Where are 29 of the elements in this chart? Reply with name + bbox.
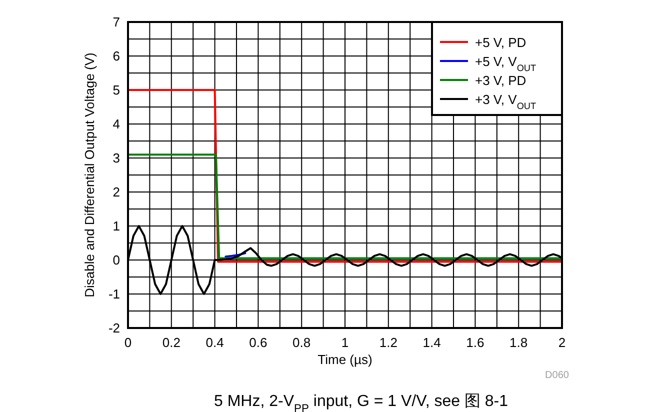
y-tick-label: 4 (112, 116, 120, 132)
y-tick-label: 7 (112, 14, 120, 30)
y-tick-label: 6 (112, 48, 120, 64)
x-tick-label: 1.2 (379, 335, 398, 350)
x-tick-label: 2 (558, 335, 566, 350)
y-tick-label: -2 (108, 320, 120, 336)
x-tick-label: 0.6 (249, 335, 268, 350)
y-tick-label: 5 (112, 82, 120, 98)
legend-label: +5 V, V$_{OUT}$ (475, 54, 536, 73)
y-tick-label: -1 (108, 286, 120, 302)
y-tick-label: 1 (112, 218, 120, 234)
x-tick-label: 1 (341, 335, 349, 350)
text: D060 (545, 370, 570, 381)
legend-label: +3 V, V$_{OUT}$ (475, 92, 536, 111)
x-axis-title: Time (µs) (318, 352, 372, 367)
legend-label: +3 V, PD (475, 73, 526, 88)
x-tick-label: 0.4 (206, 335, 224, 350)
x-tick-label: 1.4 (422, 335, 441, 350)
x-tick-label: 0.8 (292, 335, 311, 350)
text: 5 MHz, 2-V$_{PP}$ input, G = 1 V/V, see 图 8-1 (214, 393, 508, 412)
x-tick-label: 0.2 (162, 335, 180, 350)
x-tick-label: 1.6 (466, 335, 484, 350)
y-tick-label: 0 (112, 252, 120, 268)
x-tick-label: 1.8 (510, 335, 528, 350)
x-tick-label: 0 (124, 335, 132, 350)
legend-label: +5 V, PD (475, 35, 526, 50)
y-tick-label: 2 (112, 184, 120, 200)
y-tick-label: 3 (112, 150, 120, 166)
y-axis-title: Disable and Differential Output Voltage (V) (82, 52, 97, 298)
